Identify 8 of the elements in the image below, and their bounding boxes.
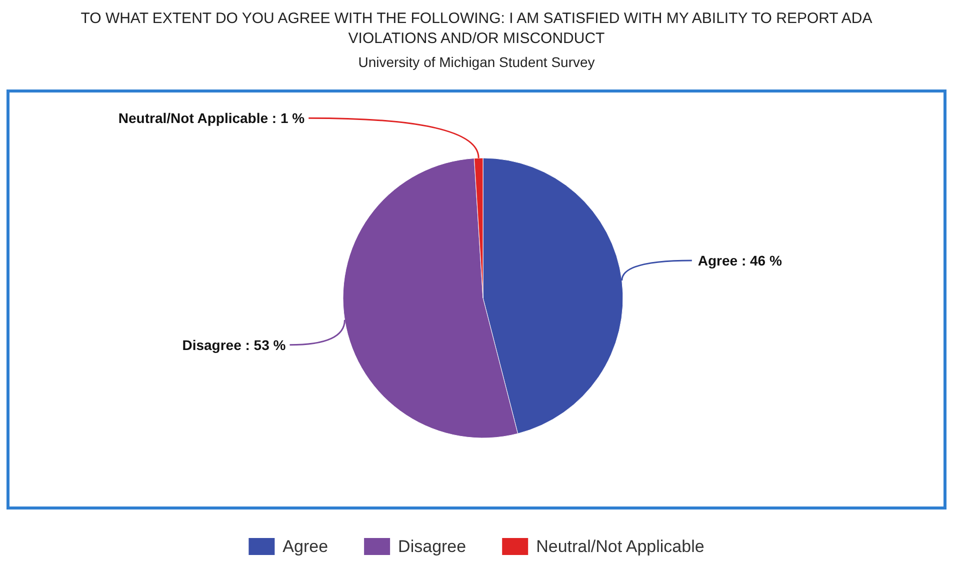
legend-label: Disagree	[398, 537, 466, 556]
chart-subtitle: University of Michigan Student Survey	[358, 54, 595, 70]
category-label: Neutral/Not Applicable : 1 %	[118, 110, 305, 126]
chart-title: TO WHAT EXTENT DO YOU AGREE WITH THE FOLLOWING: I AM SATISFIED WITH MY ABILITY TO REPORT ADA VIOLATIONS AND/OR MISCONDUCT	[80, 10, 872, 47]
legend-label: Agree	[282, 537, 328, 556]
legend-label: Neutral/Not Applicable	[536, 537, 704, 556]
category-label: Disagree : 53 %	[182, 336, 286, 353]
category-label: Agree : 46 %	[698, 252, 782, 268]
